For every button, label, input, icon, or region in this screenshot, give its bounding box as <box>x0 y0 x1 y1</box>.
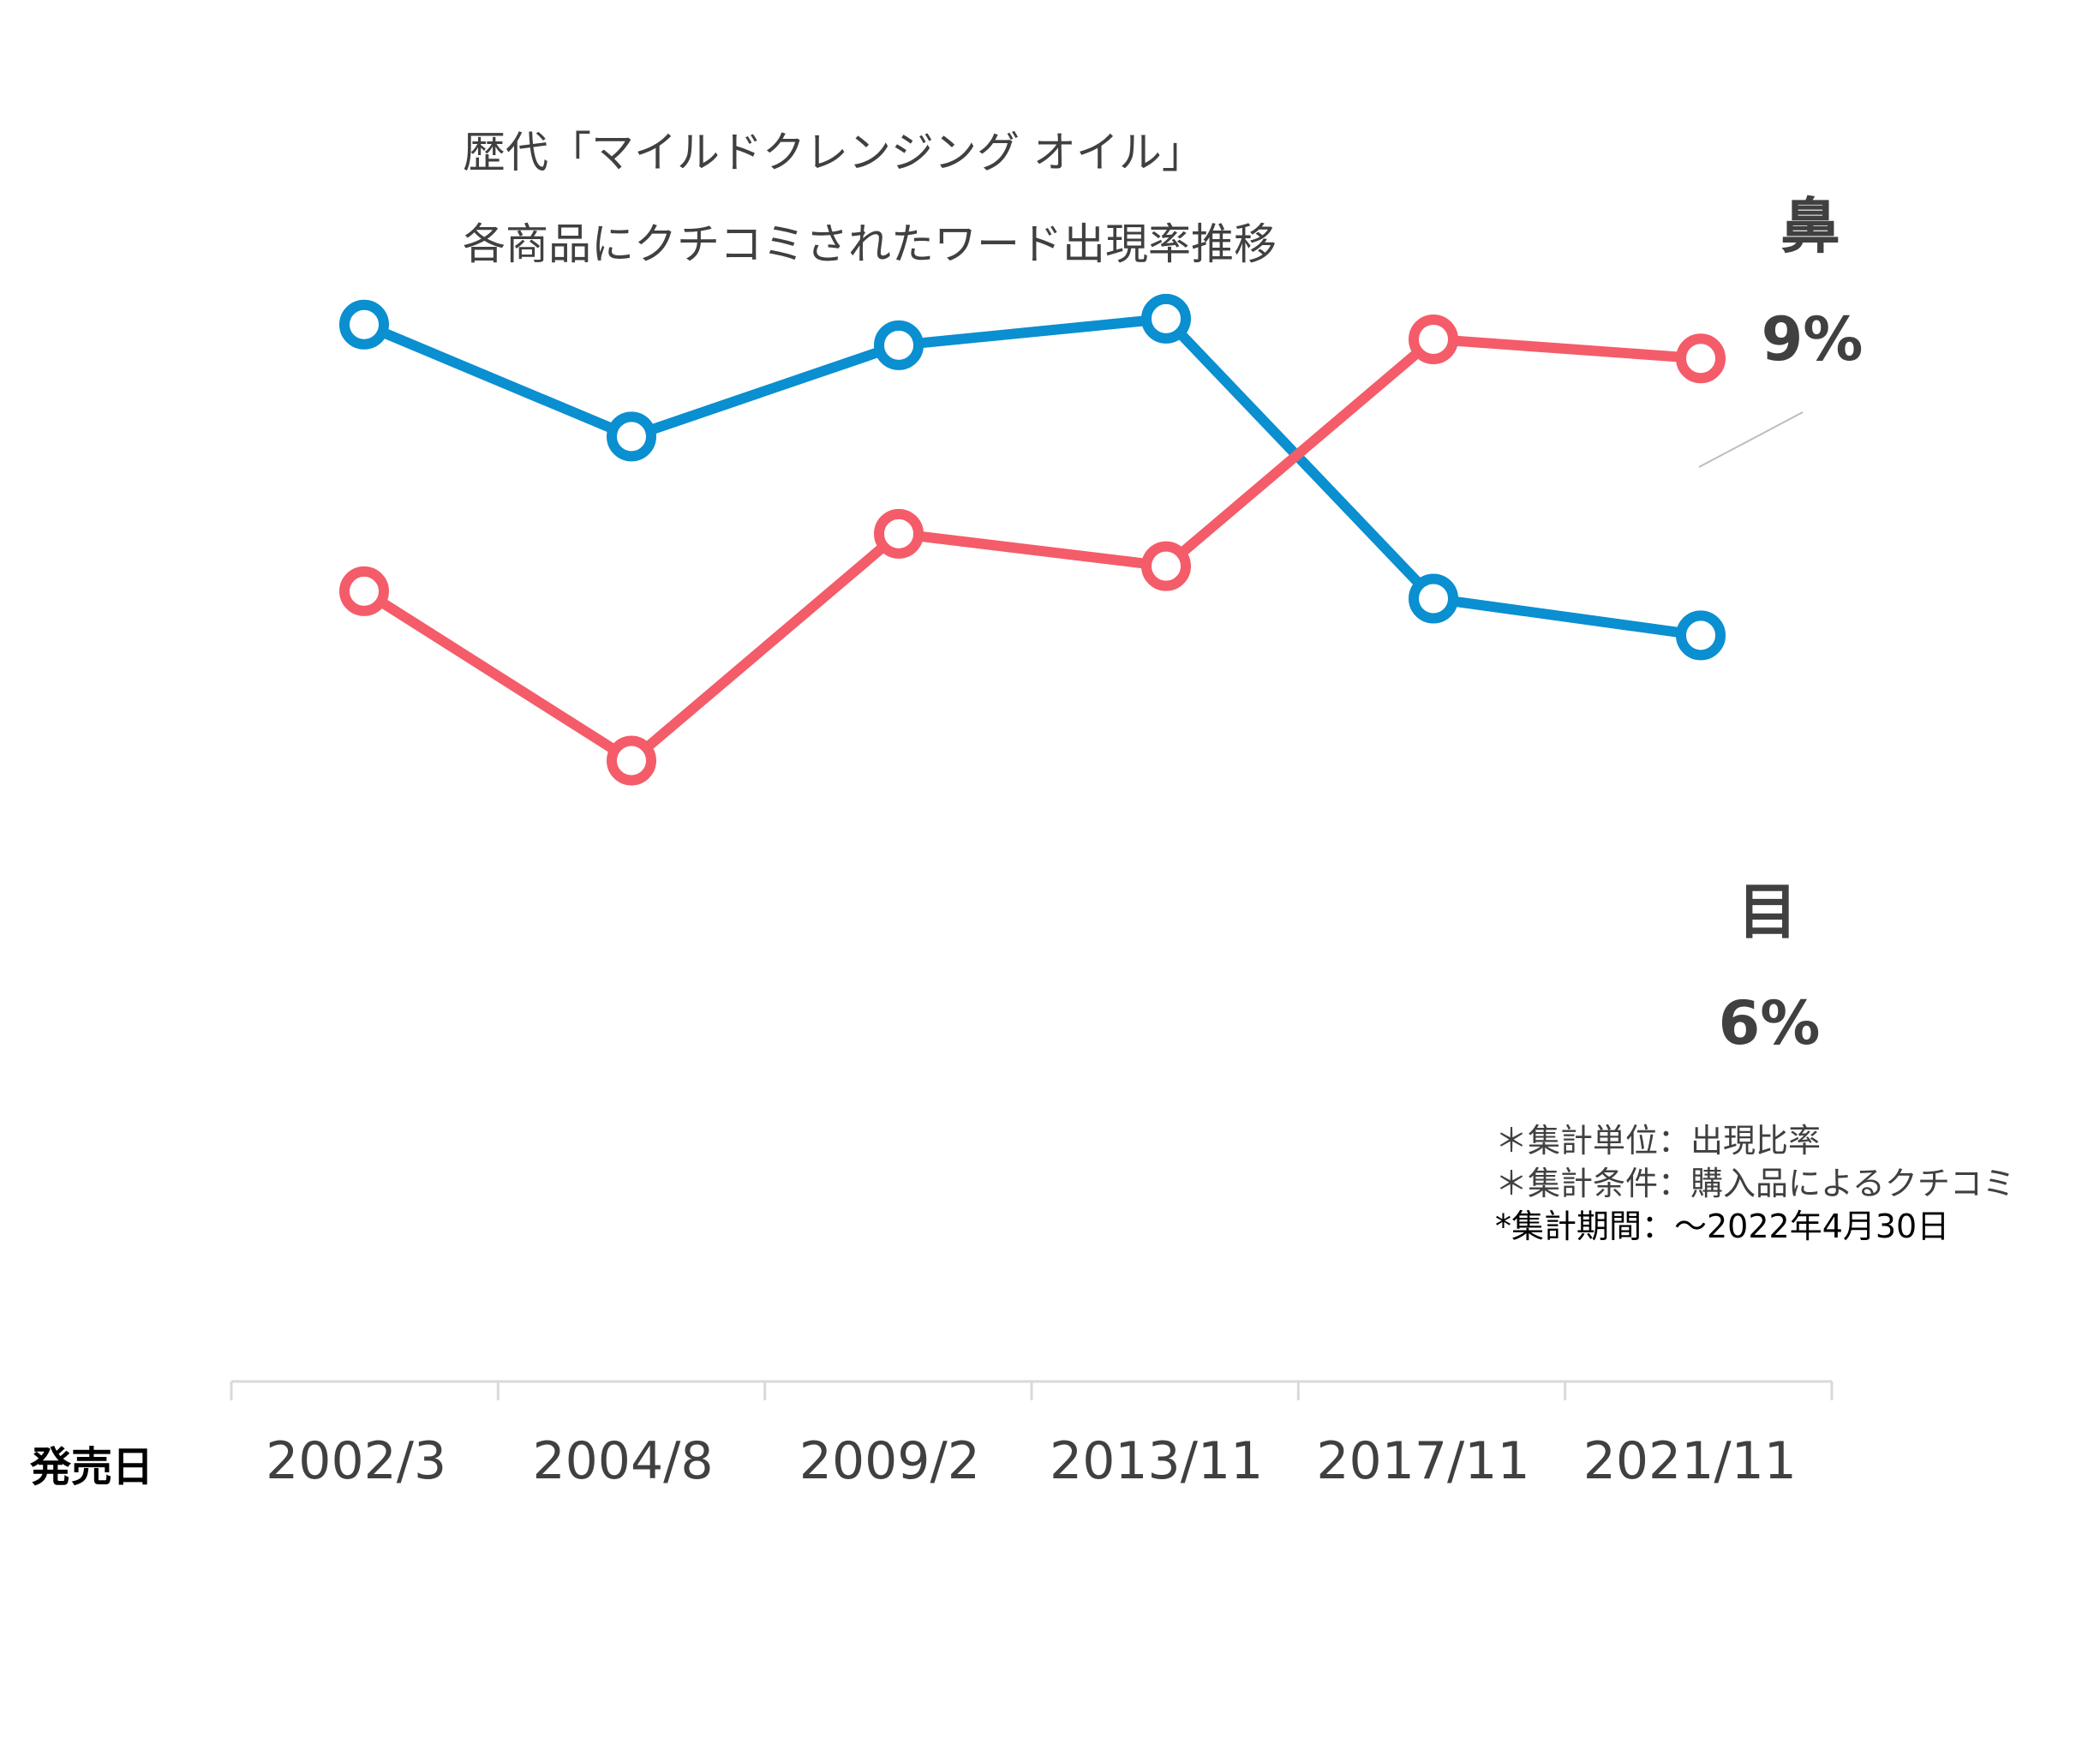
data-point-1-5 <box>1676 333 1726 384</box>
data-point-1-2 <box>874 508 924 559</box>
x-tick-label: 2002/3 <box>266 1431 446 1491</box>
data-point-0-4 <box>1409 573 1458 624</box>
x-tick-label: 2009/2 <box>799 1431 980 1491</box>
nose-label: 鼻 <box>1780 191 1840 261</box>
x-tick-label: 2004/8 <box>532 1431 713 1491</box>
note-period: *集計期間：～2022年4月30日 <box>1495 1208 1950 1245</box>
data-point-0-2 <box>874 320 924 370</box>
data-point-0-0 <box>339 299 389 350</box>
series-line-0 <box>359 313 1706 641</box>
data-point-1-1 <box>607 735 656 786</box>
x-tick-label: 2017/11 <box>1316 1431 1529 1491</box>
chart-title-line2: 各商品にクチコミされたワード出現率推移 <box>463 219 1277 269</box>
note-condition: ＊集計条件：購入品によるクチコミ <box>1495 1165 2015 1202</box>
x-axis: 2002/3 2004/8 2009/2 2013/11 2017/11 2021/11 <box>230 1380 1834 1491</box>
x-axis-title: 発売日 <box>30 1443 154 1491</box>
data-point-1-4 <box>1409 314 1458 364</box>
data-point-1-0 <box>339 566 389 616</box>
chart-title-line1: 歴代「マイルドクレンジング オイル」 <box>463 128 1205 177</box>
plot-area <box>339 293 1726 786</box>
note-unit: ＊集計単位：出現比率 <box>1495 1122 1822 1160</box>
chart-notes: ＊集計単位：出現比率 ＊集計条件：購入品によるクチコミ *集計期間：～2022年… <box>1495 1119 2015 1248</box>
eye-label: 目 <box>1738 877 1798 947</box>
x-tick-label: 2021/11 <box>1583 1431 1797 1491</box>
data-point-0-3 <box>1141 293 1191 344</box>
nose-leader-line <box>1698 411 1804 468</box>
data-point-0-1 <box>607 411 656 462</box>
series-line-1 <box>359 333 1706 766</box>
x-tick-label: 2013/11 <box>1050 1431 1263 1491</box>
data-point-0-5 <box>1676 610 1726 661</box>
data-point-1-3 <box>1141 541 1191 591</box>
eye-value-label: 6% <box>1718 988 1821 1058</box>
nose-value-label: 9% <box>1761 304 1864 375</box>
